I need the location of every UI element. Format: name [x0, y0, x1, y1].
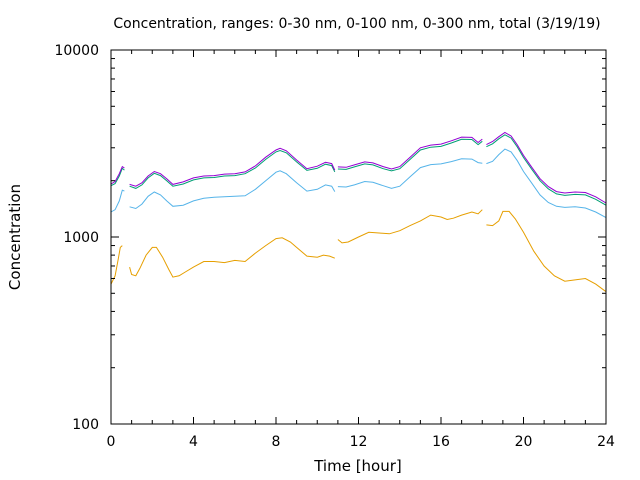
series-0-segment-3: [486, 210, 607, 293]
series-1-segment-2: [337, 158, 483, 189]
x-axis-label: Time [hour]: [313, 457, 402, 475]
chart-title: Concentration, ranges: 0-30 nm, 0-100 nm…: [113, 16, 600, 32]
y-tick-label: 1000: [63, 230, 99, 246]
x-tick-label: 12: [350, 434, 368, 450]
series-1-segment-1: [129, 170, 336, 210]
x-tick-label: 8: [272, 434, 281, 450]
series-2-segment-3: [486, 134, 607, 206]
series-2-segment-1: [129, 149, 336, 189]
y-axis-ticks: 100 1000 10000: [54, 43, 606, 433]
series-3-segment-1: [129, 147, 336, 187]
series-3-segment-2: [337, 136, 483, 170]
y-tick-label: 10000: [54, 43, 99, 59]
x-axis-ticks: 0 4 8 12 16 20 24: [107, 50, 615, 450]
x-tick-label: 20: [515, 434, 533, 450]
series-3-segment-3: [486, 131, 607, 204]
x-tick-label: 16: [432, 434, 450, 450]
plot-lines: [110, 131, 607, 293]
series-1-segment-3: [486, 148, 607, 219]
series-3-segment-0: [110, 165, 125, 185]
series-2-segment-0: [110, 167, 125, 187]
x-tick-label: 24: [597, 434, 615, 450]
y-axis-label: Concentration: [6, 184, 24, 290]
y-tick-label: 100: [72, 417, 99, 433]
x-tick-label: 0: [107, 434, 116, 450]
series-1-segment-0: [110, 189, 125, 213]
x-tick-label: 4: [189, 434, 198, 450]
series-2-segment-2: [337, 138, 483, 172]
series-0-segment-1: [129, 237, 335, 278]
series-0-segment-2: [337, 209, 483, 244]
